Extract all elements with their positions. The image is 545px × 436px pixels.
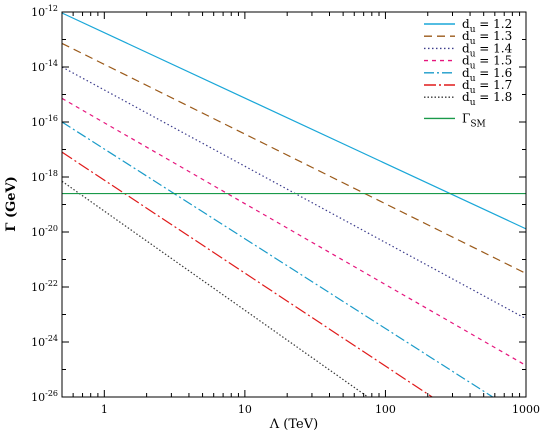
plot-frame [61,11,527,398]
legend-label: du = 1.8 [462,90,512,108]
y-tick-label: 10-26 [31,389,58,404]
y-axis-label: Γ (GeV) [4,176,19,232]
x-tick-label: 1000 [512,403,540,416]
y-tick-label: 10-12 [31,4,58,19]
x-tick-label: 10 [238,403,252,416]
legend-label: du = 1.4 [462,41,513,59]
legend-label: du = 1.5 [462,54,512,72]
legend-label: du = 1.6 [462,66,512,84]
y-tick-label: 10-18 [31,169,58,184]
x-axis-label: Λ (TeV) [269,417,318,432]
x-axis-ticks: 1 10 100 1000 [61,12,540,416]
legend-label: du = 1.3 [462,29,512,47]
legend-label: du = 1.7 [462,78,512,96]
y-axis-ticks: 10-12 10-14 10-16 10-18 10-20 10-22 10-24 10-26 [31,4,526,404]
x-tick-label: 100 [375,403,396,416]
legend: du = 1.2du = 1.3du = 1.4du = 1.5du = 1.6… [424,17,513,129]
y-tick-label: 10-14 [31,59,58,74]
series-line-1 [62,42,526,275]
y-tick-label: 10-24 [31,334,58,349]
plot-lines [62,12,526,397]
legend-label: ΓSM [462,111,486,129]
legend-label: du = 1.2 [462,17,512,35]
series-line-6 [62,180,369,397]
y-tick-label: 10-16 [31,114,58,129]
series-line-5 [62,151,433,397]
series-line-4 [62,121,494,397]
y-tick-label: 10-20 [31,224,58,239]
x-tick-label: 1 [101,403,108,416]
series-line-3 [62,97,526,367]
y-tick-label: 10-22 [31,279,58,294]
series-line-0 [62,12,526,230]
series-line-2 [62,66,526,320]
